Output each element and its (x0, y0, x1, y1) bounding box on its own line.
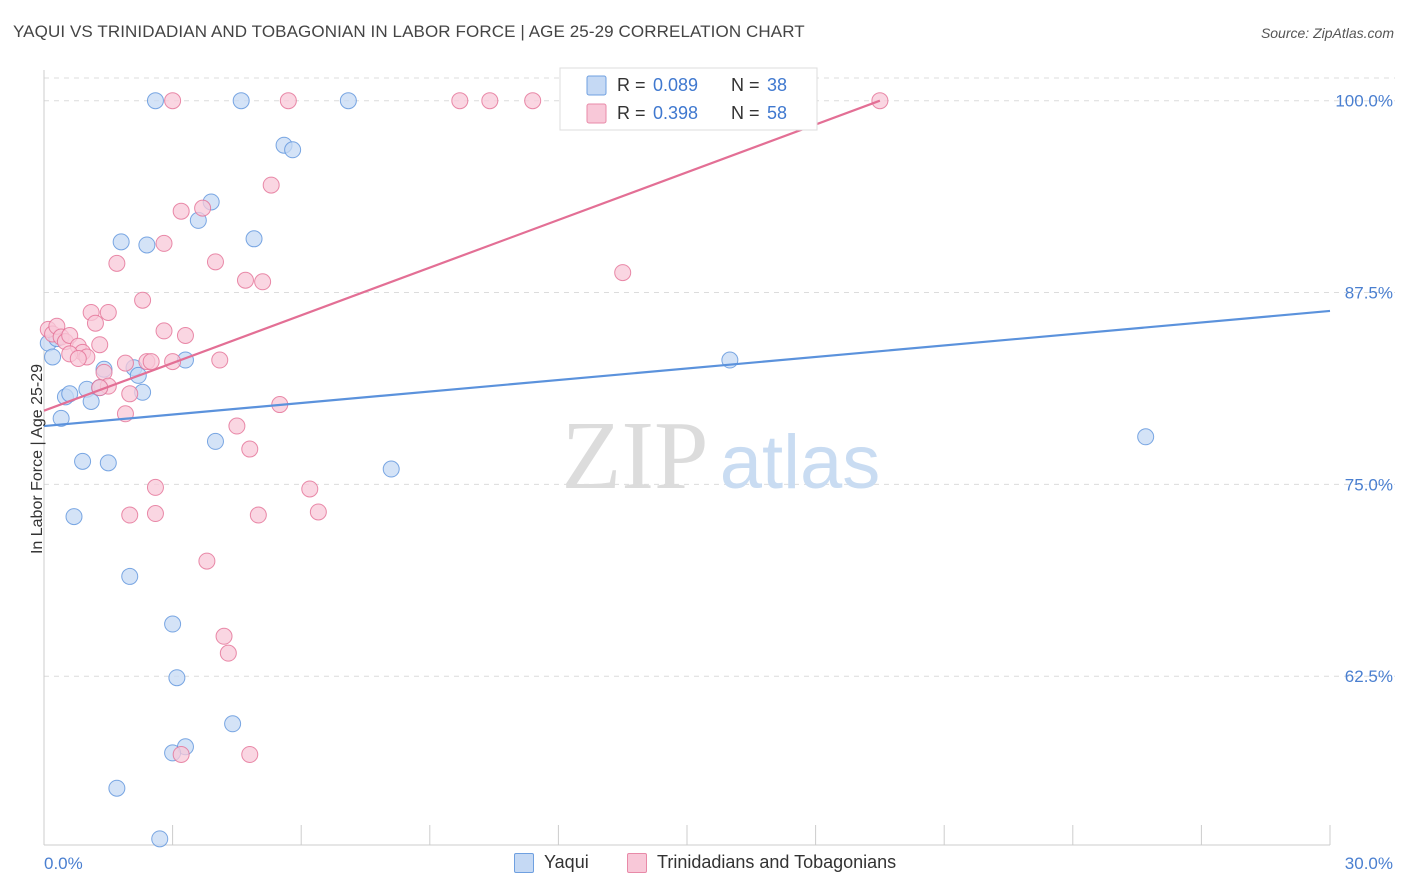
legend-r-value: 0.089 (653, 75, 698, 95)
data-point (198, 552, 216, 570)
legend-swatch-yaqui (514, 852, 534, 873)
data-point (164, 92, 182, 110)
data-point (52, 409, 70, 427)
legend-bottom: Yaqui Trinidadians and Tobagonians (0, 852, 1406, 876)
data-point (116, 354, 134, 372)
legend-stats-swatch (586, 75, 607, 96)
data-point (249, 506, 267, 524)
y-tick-label: 75.0% (1345, 475, 1393, 494)
data-point (121, 506, 139, 524)
data-point (142, 353, 160, 371)
data-point (168, 669, 186, 687)
data-point (164, 615, 182, 633)
data-point (155, 234, 173, 252)
data-point (146, 478, 164, 496)
data-point (382, 460, 400, 478)
legend-label-yaqui: Yaqui (544, 852, 589, 872)
data-point (232, 92, 250, 110)
data-point (228, 417, 246, 435)
legend-stats: R = 0.089 N = 38 R = 0.398 N = 58 (559, 67, 818, 131)
data-point (44, 348, 62, 366)
data-point (91, 336, 109, 354)
tick-labels: 62.5% 75.0% 87.5% 100.0% 0.0% 30.0% (44, 92, 1393, 873)
data-point (309, 503, 327, 521)
data-point (172, 745, 190, 763)
data-point (74, 452, 92, 470)
data-point (236, 271, 254, 289)
data-point (284, 141, 302, 159)
data-point (339, 92, 357, 110)
data-point (245, 230, 263, 248)
source-label: Source: ZipAtlas.com (1260, 25, 1394, 41)
data-point (224, 715, 242, 733)
data-point (614, 264, 632, 282)
data-point (86, 314, 104, 332)
data-point (112, 233, 130, 251)
x-tick-label-min: 0.0% (44, 854, 83, 873)
data-point (121, 567, 139, 585)
data-point (151, 830, 169, 848)
legend-swatch-trinidadians (627, 852, 647, 873)
data-point (262, 176, 280, 194)
data-point (194, 199, 212, 217)
data-point (451, 92, 469, 110)
data-point (134, 291, 152, 309)
data-point (121, 385, 139, 403)
data-point (108, 779, 126, 797)
grid-lines (44, 77, 1395, 677)
legend-item-trinidadians[interactable]: Trinidadians and Tobagonians (627, 852, 896, 873)
data-point (206, 253, 224, 271)
chart-title: YAQUI VS TRINIDADIAN AND TOBAGONIAN IN L… (13, 22, 805, 41)
data-point (215, 627, 233, 645)
y-axis-label: In Labor Force | Age 25-29 (29, 363, 46, 555)
data-point (219, 644, 237, 662)
data-point (279, 92, 297, 110)
legend-n-value: 58 (767, 103, 787, 123)
trend-line-yaqui (43, 309, 1331, 428)
legend-label-trinidadians: Trinidadians and Tobagonians (657, 852, 897, 872)
data-point (146, 92, 164, 110)
axes (43, 70, 1331, 846)
data-point (176, 326, 194, 344)
data-point (65, 508, 83, 526)
legend-r-value: 0.398 (653, 103, 698, 123)
data-point (1137, 428, 1155, 446)
y-tick-label: 62.5% (1345, 667, 1393, 686)
trend-line-trinidadians (43, 99, 881, 412)
data-point (99, 454, 117, 472)
data-point (146, 505, 164, 523)
legend-stats-swatch (586, 103, 607, 124)
data-point (301, 480, 319, 498)
legend-r-label: R = (617, 75, 646, 95)
data-point (241, 745, 259, 763)
watermark-zip: ZIP (562, 402, 709, 510)
data-point (69, 350, 87, 368)
data-point (108, 254, 126, 272)
legend-n-value: 38 (767, 75, 787, 95)
data-point (211, 351, 229, 369)
data-point (241, 440, 259, 458)
data-point (524, 92, 542, 110)
data-point (155, 322, 173, 340)
trend-lines (43, 99, 1331, 428)
zipatlas-watermark: ZIP atlas (562, 402, 881, 510)
legend-item-yaqui[interactable]: Yaqui (514, 852, 589, 873)
legend-r-label: R = (617, 103, 646, 123)
data-point (206, 432, 224, 450)
data-point (254, 273, 272, 291)
data-point (138, 236, 156, 254)
watermark-atlas: atlas (720, 420, 881, 505)
legend-n-label: N = (731, 103, 760, 123)
data-point (99, 303, 117, 321)
data-point (172, 202, 190, 220)
x-tick-label-max: 30.0% (1345, 854, 1393, 873)
data-point (481, 92, 499, 110)
y-tick-label: 100.0% (1335, 92, 1393, 111)
legend-n-label: N = (731, 75, 760, 95)
y-tick-label: 87.5% (1345, 284, 1393, 303)
